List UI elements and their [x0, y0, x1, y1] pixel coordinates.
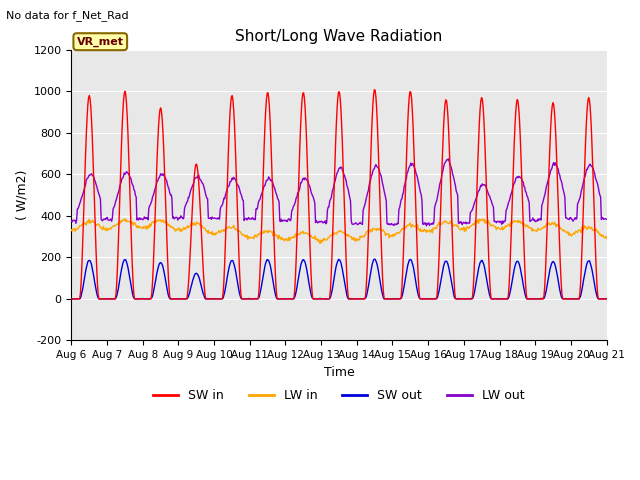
Text: No data for f_Net_Rad: No data for f_Net_Rad: [6, 10, 129, 21]
Legend: SW in, LW in, SW out, LW out: SW in, LW in, SW out, LW out: [148, 384, 530, 407]
Title: Short/Long Wave Radiation: Short/Long Wave Radiation: [236, 29, 443, 44]
Y-axis label: ( W/m2): ( W/m2): [15, 170, 28, 220]
X-axis label: Time: Time: [324, 366, 355, 379]
Text: VR_met: VR_met: [77, 36, 124, 47]
